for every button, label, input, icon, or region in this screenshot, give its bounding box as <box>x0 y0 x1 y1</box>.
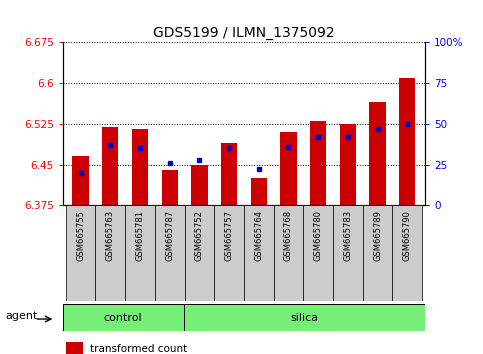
Text: GSM665763: GSM665763 <box>106 210 115 261</box>
Bar <box>363 205 392 301</box>
Bar <box>392 205 422 301</box>
Bar <box>66 205 96 301</box>
Text: GSM665787: GSM665787 <box>165 210 174 261</box>
Bar <box>161 170 178 205</box>
Text: GSM665789: GSM665789 <box>373 210 382 261</box>
Title: GDS5199 / ILMN_1375092: GDS5199 / ILMN_1375092 <box>153 26 335 40</box>
Bar <box>184 304 425 331</box>
Bar <box>67 342 83 354</box>
Bar <box>399 78 415 205</box>
Bar <box>72 156 89 205</box>
Bar <box>132 129 148 205</box>
Bar <box>251 178 267 205</box>
Text: GSM665781: GSM665781 <box>136 210 144 261</box>
Text: agent: agent <box>5 312 37 321</box>
Text: GSM665764: GSM665764 <box>254 210 263 261</box>
Bar <box>369 102 386 205</box>
Bar <box>102 127 118 205</box>
Bar <box>303 205 333 301</box>
Bar <box>125 205 155 301</box>
Bar <box>244 205 273 301</box>
Bar <box>155 205 185 301</box>
Bar <box>340 124 356 205</box>
Text: transformed count: transformed count <box>90 344 187 354</box>
Text: control: control <box>104 313 142 323</box>
Text: GSM665790: GSM665790 <box>403 210 412 261</box>
Bar <box>221 143 237 205</box>
Bar <box>214 205 244 301</box>
Text: GSM665783: GSM665783 <box>343 210 352 261</box>
Bar <box>63 304 184 331</box>
Bar <box>185 205 214 301</box>
Text: GSM665780: GSM665780 <box>313 210 323 261</box>
Bar <box>310 121 327 205</box>
Text: GSM665768: GSM665768 <box>284 210 293 261</box>
Bar <box>191 165 208 205</box>
Text: GSM665757: GSM665757 <box>225 210 234 261</box>
Bar <box>280 132 297 205</box>
Text: GSM665755: GSM665755 <box>76 210 85 261</box>
Text: silica: silica <box>290 313 318 323</box>
Bar <box>273 205 303 301</box>
Text: GSM665752: GSM665752 <box>195 210 204 261</box>
Bar <box>333 205 363 301</box>
Bar <box>96 205 125 301</box>
